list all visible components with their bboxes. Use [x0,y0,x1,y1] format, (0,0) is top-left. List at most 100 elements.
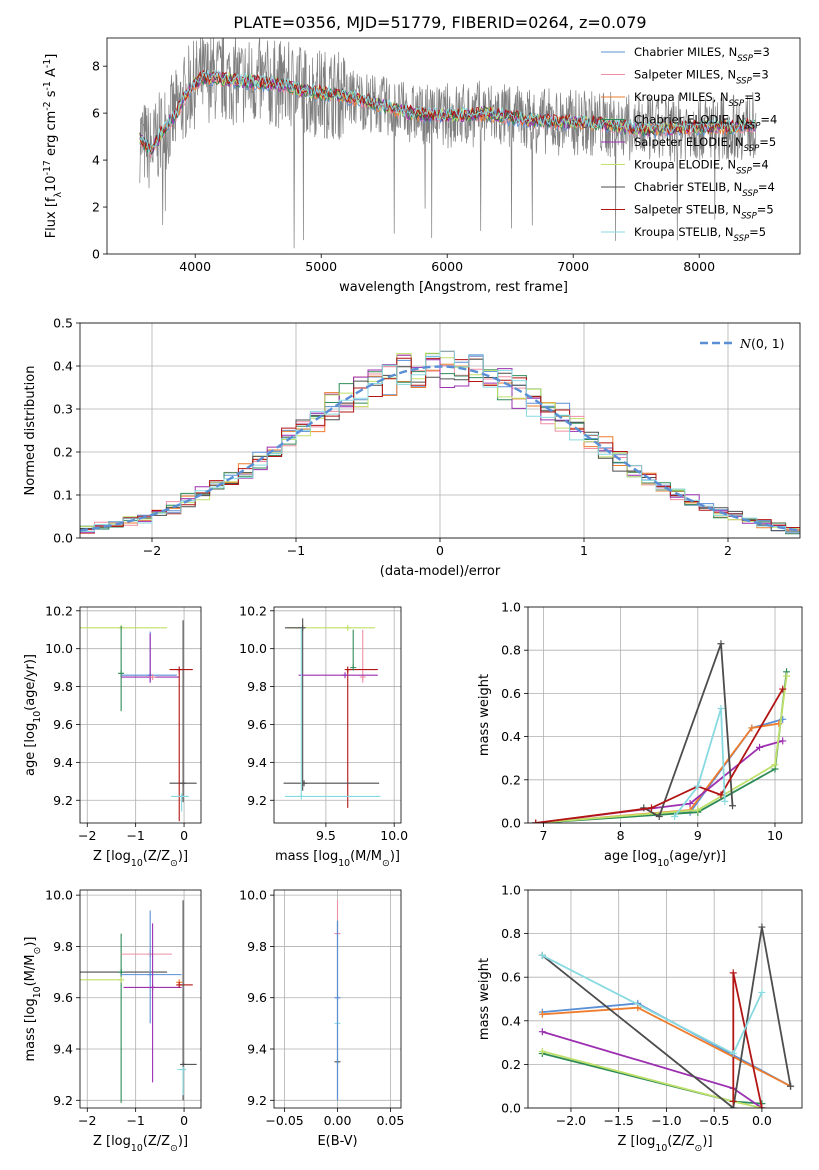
plot-area [80,620,197,822]
weight-series [732,972,763,1108]
legend-entry: N(0, 1) [739,336,785,351]
weight-marker [686,800,694,808]
weight-marker [671,813,679,821]
weight-marker [694,806,702,814]
y-tick-label: 10.0 [239,641,267,656]
x-tick-label: 0.05 [376,1113,404,1128]
x-tick-label: −1 [126,828,144,843]
legend-entry: Chabrier STELIB, NSSP=4 [634,180,775,199]
x-tick-label: 10.0 [380,828,408,843]
weight-series [535,675,788,823]
y-tick-label: 0.8 [501,643,521,658]
y-tick-label: 9.8 [53,679,73,694]
y-tick-label: 9.6 [53,990,73,1005]
weight-series [643,643,734,818]
legend-entry: Salpeter MILES, NSSP=3 [634,68,769,87]
weight-marker [748,724,756,732]
x-tick-label: −0.5 [699,1113,729,1128]
y-tick-label: 9.4 [247,1042,267,1057]
y-tick-label: 0.8 [501,926,521,941]
normal-reference-curve [80,365,800,532]
figure-title: PLATE=0356, MJD=51779, FIBERID=0264, z=0… [233,13,646,32]
model-spectrum [139,71,756,154]
data-point [176,981,183,988]
x-axis-label: Z [log10(Z/Z⊙)] [617,1134,712,1154]
y-tick-label: 9.4 [247,755,267,770]
age-vs-Z-panel: −2 −1 0 9.2 9.4 9.6 9.8 10.0 10.2 Z [log10(Z/Z⊙)]… [23,603,202,869]
y-tick-label: 0.2 [501,1057,521,1072]
data-point [298,793,305,800]
y-tick-label: 10.0 [45,888,73,903]
data-point [118,969,125,976]
weight-series [535,688,784,823]
y-tick-label: 1.0 [501,883,521,898]
x-tick-label: 7 [539,828,547,843]
x-tick-label: −1 [126,1113,144,1128]
y-axis-label: age [log10(age/yr)] [23,654,43,776]
x-tick-label: −2 [78,828,96,843]
y-axis-label: mass [log10(M/M⊙)] [23,937,43,1062]
y-tick-label: 6 [92,106,100,121]
plot-area [80,350,800,535]
y-tick-label: 0.4 [53,359,73,374]
y-tick-label: 9.8 [247,939,267,954]
plot-area [538,923,795,1108]
data-point [299,624,306,631]
axes-frame [79,889,202,1109]
y-tick-label: 9.2 [247,793,267,808]
y-tick-label: 4 [92,153,100,168]
weight-series [542,1052,762,1105]
legend-entry: Chabrier MILES, NSSP=3 [634,45,770,64]
x-tick-label: −2 [143,543,161,558]
weight-marker [538,1047,546,1055]
y-tick-label: 9.2 [53,793,73,808]
x-tick-label: −2.0 [556,1113,586,1128]
y-tick-label: 0.4 [501,729,521,744]
weight-marker [694,782,702,790]
x-tick-label: 0 [180,828,188,843]
legend-entry: Salpeter STELIB, NSSP=5 [634,203,774,222]
weight-marker [771,761,779,769]
y-axis-label: Normed distribution [23,366,38,496]
y-tick-label: 9.4 [53,1042,73,1057]
y-tick-label: 0.6 [501,970,521,985]
y-tick-label: 10.2 [239,603,267,618]
spectrum-panel: 4000 5000 6000 7000 8000 0 2 4 6 8 wavelength [Ang… [42,37,801,295]
data-point [149,984,156,991]
y-tick-label: 0.0 [53,531,73,546]
x-tick-label: −2 [78,1113,96,1128]
weight-marker [717,791,725,799]
weight-vs-age-panel: 7 8 9 10 0.0 0.2 0.4 0.6 0.8 1.0 age [log10(age/yr… [477,600,803,869]
weight-marker [729,802,737,810]
y-tick-label: 0.2 [53,445,73,460]
y-tick-label: 8 [92,59,100,74]
weight-marker [532,819,540,823]
x-axis-label: Z [log10(Z/Z⊙)] [93,849,188,869]
y-tick-label: 9.8 [247,679,267,694]
weight-marker [655,813,663,821]
weight-series [542,1050,763,1108]
y-tick-label: 9.2 [247,1093,267,1108]
y-axis-label: mass weight [477,674,492,756]
data-point [178,793,185,800]
plot-area [532,640,791,823]
weight-marker [779,737,787,745]
y-tick-label: 0.2 [501,772,521,787]
weight-marker [729,1050,737,1057]
weight-marker [758,988,766,996]
x-tick-label: 4000 [179,259,211,274]
mass-vs-ebv-panel: −0.05 0.00 0.05 9.2 9.4 9.6 9.8 10.0 E(B-V) [239,888,404,1149]
y-tick-label: 0.4 [501,1013,521,1028]
data-point [301,780,308,787]
model-spectrum [139,69,756,155]
weight-marker [729,1104,737,1108]
data-point [118,976,125,983]
y-tick-label: 2 [92,200,100,215]
weight-marker [717,705,725,713]
data-point [149,674,156,681]
data-point [350,664,357,671]
y-tick-label: 9.6 [247,990,267,1005]
x-tick-label: 9 [694,828,702,843]
weight-marker [538,1010,546,1018]
data-point [344,666,351,673]
